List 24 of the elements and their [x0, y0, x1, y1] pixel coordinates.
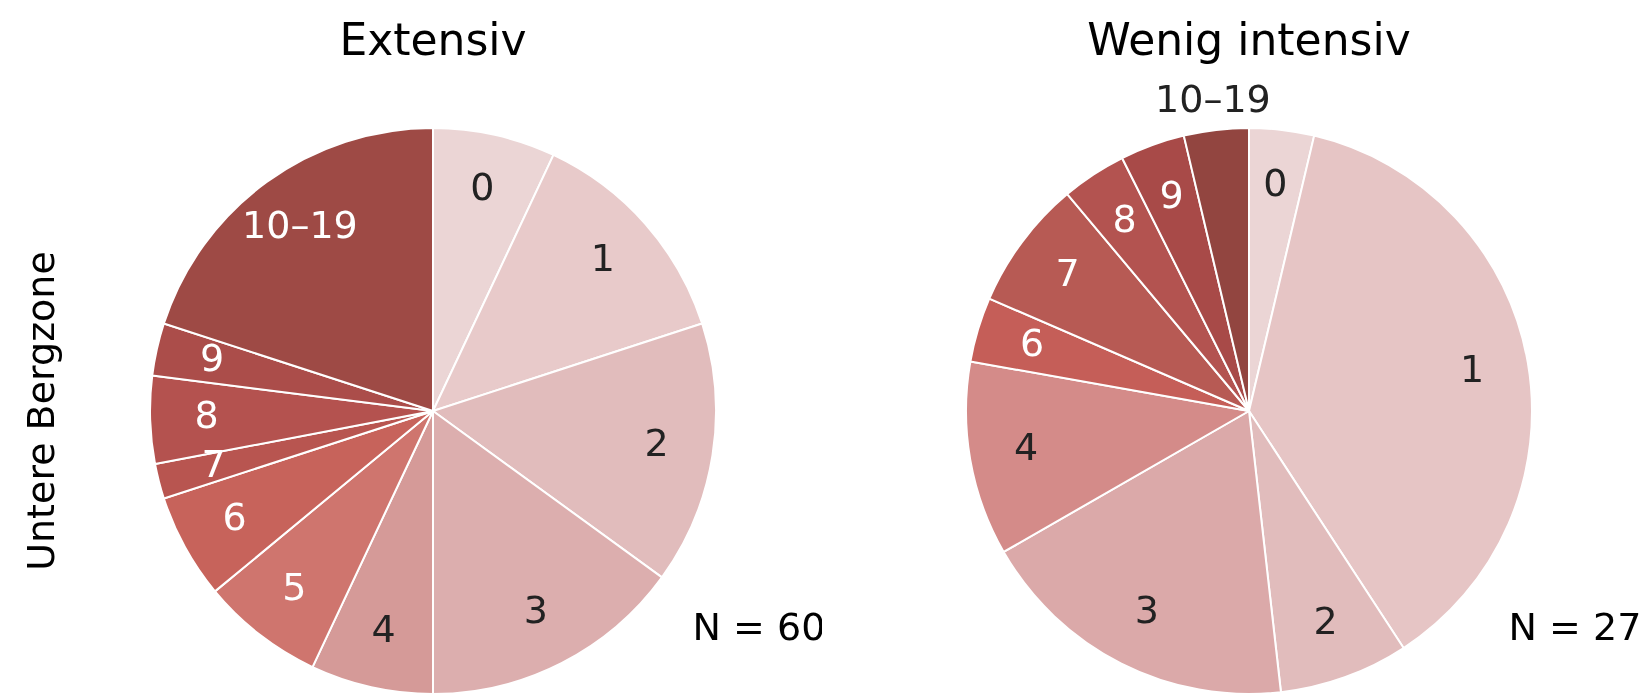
slice-label: 2 [1313, 598, 1338, 643]
text: Untere Bergzone [18, 251, 63, 571]
slice-label: 6 [222, 494, 247, 539]
slice-label: 3 [1134, 587, 1159, 632]
chart-title: Extensiv [339, 14, 527, 66]
slice-label: 2 [644, 421, 669, 466]
slice-label: 8 [1112, 196, 1137, 241]
slice-label: 1 [1459, 346, 1485, 391]
slice-label: 5 [282, 564, 307, 609]
slice-label: 0 [470, 164, 495, 209]
slice-label: 8 [194, 392, 219, 437]
slice-label: 9 [199, 336, 225, 381]
slice-label: 9 [1159, 173, 1184, 218]
slice-label: 3 [523, 587, 548, 632]
slice-label: 6 [1020, 320, 1045, 365]
slice-label: 7 [1055, 250, 1080, 295]
slice-label: 1 [590, 236, 615, 281]
slice-label: 10–19 [1155, 76, 1271, 121]
slice-label: 0 [1263, 161, 1288, 205]
slice-label: 4 [371, 606, 396, 651]
slice-label: 10–19 [242, 202, 358, 247]
chart-title: Wenig intensiv [1087, 14, 1411, 66]
text: N = 27 [1508, 604, 1642, 649]
slice-label: 4 [1013, 424, 1039, 469]
